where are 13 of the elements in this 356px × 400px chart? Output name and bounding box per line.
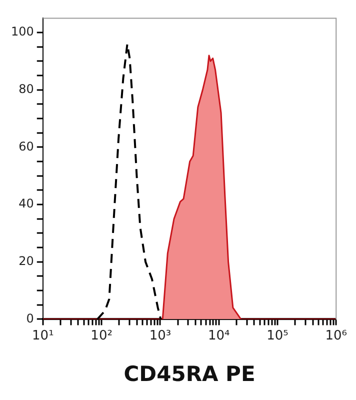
y-tick-label: 20 <box>18 254 34 268</box>
x-tick-label: 10⁴ <box>208 328 230 344</box>
x-tick-label: 10³ <box>149 328 172 344</box>
x-tick-label: 10⁶ <box>325 328 348 344</box>
x-tick-label: 10¹ <box>32 328 54 344</box>
y-tick-label: 80 <box>18 82 34 96</box>
y-tick-label: 0 <box>26 311 34 326</box>
y-tick-label: 100 <box>11 24 34 39</box>
y-tick-label: 40 <box>18 196 34 211</box>
x-axis-title: CD45RA PE <box>124 362 256 386</box>
y-tick-label: 60 <box>18 139 34 154</box>
x-tick-label: 10² <box>90 328 112 344</box>
x-tick-label: 10⁵ <box>266 328 288 344</box>
